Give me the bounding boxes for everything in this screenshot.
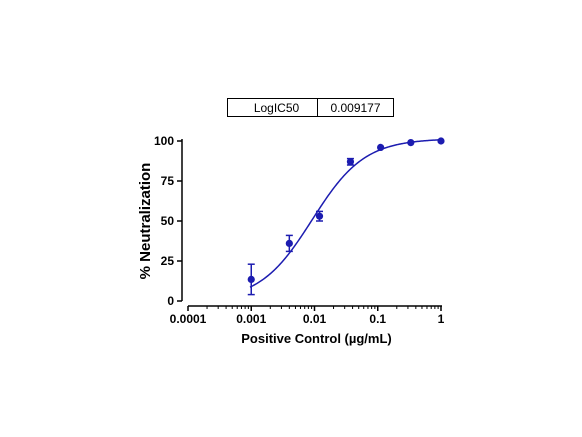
x-tick-label: 1	[438, 312, 445, 326]
y-axis-title: % Neutralization	[137, 163, 154, 280]
fit-curve	[249, 138, 442, 288]
data-point	[407, 139, 415, 147]
logic50-table: LogIC50 0.009177	[227, 98, 394, 117]
logic50-label: LogIC50	[228, 99, 318, 116]
data-point	[346, 158, 355, 166]
x-tick-label: 0.0001	[170, 312, 207, 326]
data-point	[377, 143, 385, 151]
data-point	[315, 212, 324, 220]
data-point	[285, 239, 293, 247]
y-tick-label: 50	[161, 214, 175, 228]
x-axis-title: Positive Control (µg/mL)	[241, 331, 392, 346]
y-tick-label: 0	[167, 294, 174, 308]
data-point	[437, 137, 445, 145]
x-tick-label: 0.01	[303, 312, 327, 326]
logic50-value: 0.009177	[330, 100, 381, 115]
data-point	[247, 275, 255, 283]
y-tick-label: 100	[154, 134, 174, 148]
x-tick-label: 0.001	[236, 312, 266, 326]
x-tick-label: 0.1	[369, 312, 386, 326]
y-tick-label: 75	[161, 174, 175, 188]
y-tick-label: 25	[161, 254, 175, 268]
